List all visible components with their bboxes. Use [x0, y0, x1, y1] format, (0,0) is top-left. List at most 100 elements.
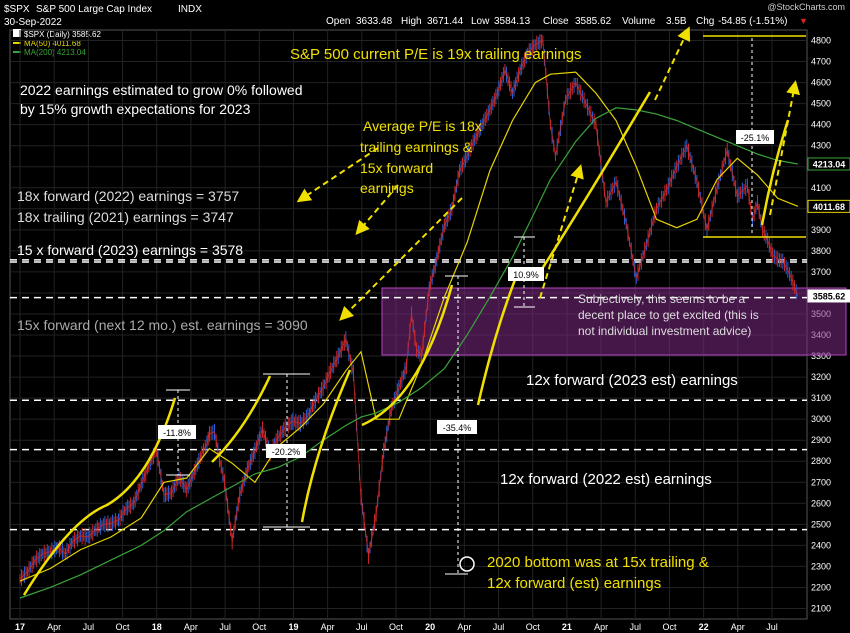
x-tick-label: Jul — [630, 622, 642, 632]
y-tick-label: 2500 — [811, 519, 831, 529]
earnings-levels — [10, 259, 807, 531]
series-line-ma200 — [19, 107, 799, 599]
y-tick-label: 4500 — [811, 99, 831, 109]
drawdown-labels: -11.8% -20.2% -35.4% 10.9% -25.1% — [158, 130, 774, 458]
date-label: 30-Sep-2022 — [4, 17, 62, 28]
x-tick-label: 20 — [425, 622, 435, 632]
peak-bottom-markers — [703, 35, 806, 238]
drawdown-bracket-2018b — [263, 373, 310, 528]
ohlc-open-label: Open — [326, 16, 350, 27]
price-tag-box — [807, 289, 850, 303]
x-tick-label: Jul — [356, 622, 368, 632]
drawdown-bracket-2020-rally — [514, 236, 535, 308]
symbol-label: $SPX — [4, 4, 30, 15]
annotation-excited-line3: not individual investment advice) — [578, 324, 751, 338]
x-tick-label: Oct — [252, 622, 267, 632]
trend-arcs — [22, 91, 790, 596]
y-tick-label: 4400 — [811, 120, 831, 130]
y-tick-label: 4600 — [811, 78, 831, 88]
y-tick-label: 3700 — [811, 267, 831, 277]
ohlc-low-label: Low — [471, 16, 490, 27]
y-tick-label: 2700 — [811, 477, 831, 487]
price-tag: 4011.68 — [807, 199, 850, 213]
pointer-arrows — [296, 26, 801, 321]
x-tick-label: 19 — [288, 622, 298, 632]
x-tick-label: 17 — [15, 622, 25, 632]
y-tick-label: 3800 — [811, 246, 831, 256]
drawdown-label-bg-3 — [437, 420, 477, 434]
x-tick-label: Oct — [662, 622, 677, 632]
ohlc-low-value: 3584.13 — [494, 16, 531, 27]
x-tick-label: Jul — [493, 622, 505, 632]
annotation-excited-line1: Subjectively, this seems to be a — [578, 292, 746, 306]
drawdown-label-4: 10.9% — [513, 270, 539, 280]
watermark: @StockCharts.com — [767, 2, 845, 12]
y-tick-label: 3900 — [811, 225, 831, 235]
x-tick-label: 18 — [152, 622, 162, 632]
trend-arc-2018 — [211, 375, 272, 463]
drawdown-bracket-2020 — [445, 275, 468, 575]
x-tick-label: Jul — [83, 622, 95, 632]
annotation-avg-pe-line3: 15x forward — [360, 160, 433, 176]
annotation-fwd-2023: 15 x forward (2023) earnings = 3578 — [17, 242, 243, 258]
x-tick-label: Jul — [219, 622, 231, 632]
y-tick-label: 3100 — [811, 393, 831, 403]
drawdown-label-3: -35.4% — [443, 423, 472, 433]
trend-arc-2021 — [538, 91, 652, 273]
price-tags: 4213.04 4011.68 3585.62 — [807, 157, 850, 303]
y-tick-label: 2600 — [811, 498, 831, 508]
annotation-growth-line1: 2022 earnings estimated to grow 0% follo… — [20, 82, 303, 98]
chart-header: $SPX S&P 500 Large Cap Index INDX 30-Sep… — [4, 2, 845, 28]
y-tick-label: 4800 — [811, 36, 831, 46]
x-tick-label: Apr — [731, 622, 745, 632]
legend-entry-ma50: MA(50) 4011.68 — [24, 39, 81, 48]
annotation-fwd-2022: 18x forward (2022) earnings = 3757 — [17, 188, 239, 204]
ohlc-open-value: 3633.48 — [356, 16, 393, 27]
y-tick-label: 2400 — [811, 540, 831, 550]
drawdown-label-bg-4 — [508, 267, 544, 281]
covid-bottom-marker — [459, 556, 475, 572]
x-tick-label: Apr — [184, 622, 198, 632]
ohlc-high-value: 3671.44 — [427, 16, 464, 27]
y-tick-label: 3000 — [811, 414, 831, 424]
y-tick-label: 4700 — [811, 57, 831, 67]
drawdown-label-1: -11.8% — [163, 428, 191, 438]
ohlc-volume-label: Volume — [622, 16, 656, 27]
ohlc-chg-value: -54.85 (-1.51%) — [718, 16, 787, 27]
price-tag-box — [807, 157, 850, 171]
y-tick-label: 3200 — [811, 372, 831, 382]
legend-entry-spx: $SPX (Daily) 3585.62 — [24, 30, 101, 39]
legend-swatch-spx — [13, 29, 21, 37]
y-tick-label: 2200 — [811, 582, 831, 592]
x-tick-label: 21 — [562, 622, 572, 632]
trend-arc-2017 — [22, 397, 177, 596]
x-axis: 17 Apr Jul Oct 18 Apr Jul Oct 19 Apr Jul Oct 20 Apr Ju… — [15, 622, 778, 632]
y-tick-label: 2300 — [811, 561, 831, 571]
price-tag-label: 4213.04 — [813, 159, 846, 169]
price-tag: 4213.04 — [807, 157, 850, 171]
series-line-spx — [19, 39, 799, 580]
drawdown-label-2: -20.2% — [272, 447, 301, 457]
y-tick-label: 2900 — [811, 435, 831, 445]
ohlc-chg-label: Chg — [696, 16, 714, 27]
arrow-to-3090 — [339, 197, 463, 321]
drawdown-label-bg-1 — [158, 425, 196, 439]
y-tick-label: 4100 — [811, 183, 831, 193]
annotation-excited-line2: decent place to get excited (this is — [578, 308, 759, 322]
annotation-bottom-line1: 2020 bottom was at 15x trailing & — [487, 554, 709, 571]
annotation-fwd12-2023: 12x forward (2023 est) earnings — [526, 372, 738, 389]
trend-arc-2019b — [361, 284, 454, 427]
ohlc-volume-value: 3.5B — [666, 16, 687, 27]
drawdown-label-bg-5 — [736, 130, 774, 144]
series-line-ma50 — [19, 71, 799, 582]
price-tag-box — [807, 199, 850, 213]
legend-entry-ma200: MA(200) 4213.04 — [24, 48, 86, 57]
drawdown-label-5: -25.1% — [741, 133, 770, 143]
trend-arc-2019a — [300, 369, 352, 523]
annotation-growth-line2: by 15% growth expectations for 2023 — [20, 101, 251, 117]
trend-arc-2020 — [476, 271, 520, 406]
x-tick-label: Apr — [321, 622, 335, 632]
annotation-current-pe: S&P 500 current P/E is 19x trailing earn… — [290, 46, 582, 63]
ohlc-close-value: 3585.62 — [575, 16, 612, 27]
